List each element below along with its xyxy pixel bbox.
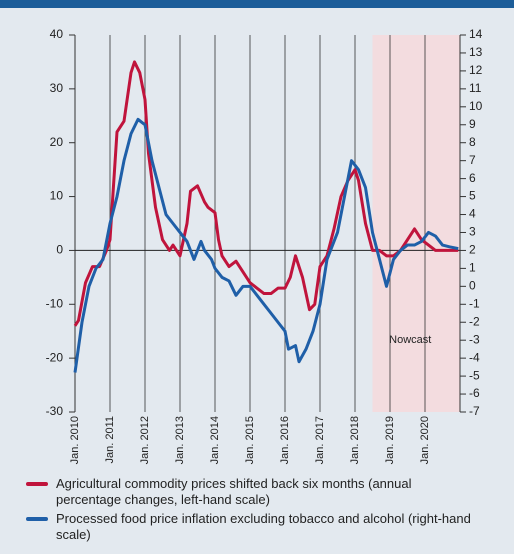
legend-label: Agricultural commodity prices shifted ba… — [56, 476, 412, 507]
y2-tick-label: 9 — [469, 117, 476, 131]
y2-tick-label: -2 — [469, 314, 480, 328]
legend: Agricultural commodity prices shifted ba… — [26, 476, 506, 546]
y2-tick-label: 12 — [469, 63, 483, 77]
legend-label: Processed food price inflation excluding… — [56, 511, 471, 542]
y2-tick-label: 6 — [469, 171, 476, 185]
y2-tick-label: -5 — [469, 368, 480, 382]
x-tick-label: Jan. 2019 — [384, 416, 396, 464]
y-tick-label: -20 — [46, 350, 64, 364]
series-line — [73, 117, 459, 373]
x-tick-label: Jan. 2020 — [419, 416, 431, 464]
y2-tick-label: -7 — [469, 404, 480, 418]
y-tick-label: 30 — [50, 81, 64, 95]
chart: Nowcast Jan. 2010 Jan. 2011 Jan. 2012 Jan. 2… — [46, 27, 483, 464]
y2-tick-label: 3 — [469, 225, 476, 239]
y2-tick-label: 11 — [469, 81, 482, 95]
y-tick-label: 10 — [50, 189, 64, 203]
x-tick-label: Jan. 2015 — [244, 416, 256, 464]
y2-tick-label: 2 — [469, 243, 476, 257]
x-tick-label: Jan. 2010 — [69, 416, 81, 464]
nowcast-shade — [372, 35, 460, 412]
y-tick-label: 0 — [56, 243, 63, 257]
x-tick-label: Jan. 2017 — [314, 416, 326, 464]
y-tick-label: 40 — [50, 27, 64, 41]
legend-entry: Processed food price inflation excluding… — [26, 511, 506, 543]
y-tick-label: 20 — [50, 135, 64, 149]
x-tick-label: Jan. 2014 — [209, 416, 221, 464]
x-tick-label: Jan. 2016 — [279, 416, 291, 464]
legend-swatch — [26, 482, 48, 486]
x-tick-label: Jan. 2013 — [174, 416, 186, 464]
y2-tick-label: -3 — [469, 332, 480, 346]
y2-tick-label: 5 — [469, 189, 476, 203]
y-tick-label: -30 — [46, 404, 64, 418]
legend-swatch — [26, 517, 48, 521]
y2-tick-label: 14 — [469, 27, 483, 41]
y2-tick-label: 7 — [469, 153, 476, 167]
legend-entry: Agricultural commodity prices shifted ba… — [26, 476, 506, 508]
x-tick-label: Jan. 2012 — [139, 416, 151, 464]
x-tick-label: Jan. 2011 — [104, 416, 116, 464]
shade-label: Nowcast — [389, 334, 431, 346]
y2-tick-label: 8 — [469, 135, 476, 149]
y2-tick-label: 4 — [469, 207, 476, 221]
top-bar — [0, 0, 514, 8]
y2-tick-label: 13 — [469, 45, 483, 59]
y2-tick-label: -6 — [469, 386, 480, 400]
y2-tick-label: -1 — [469, 296, 480, 310]
y-tick-label: -10 — [46, 296, 64, 310]
y2-tick-label: 10 — [469, 99, 483, 113]
y2-tick-label: 1 — [469, 261, 476, 275]
y2-tick-label: 0 — [469, 279, 476, 293]
y2-tick-label: -4 — [469, 350, 480, 364]
series-line — [73, 60, 459, 327]
x-tick-label: Jan. 2018 — [349, 416, 361, 464]
